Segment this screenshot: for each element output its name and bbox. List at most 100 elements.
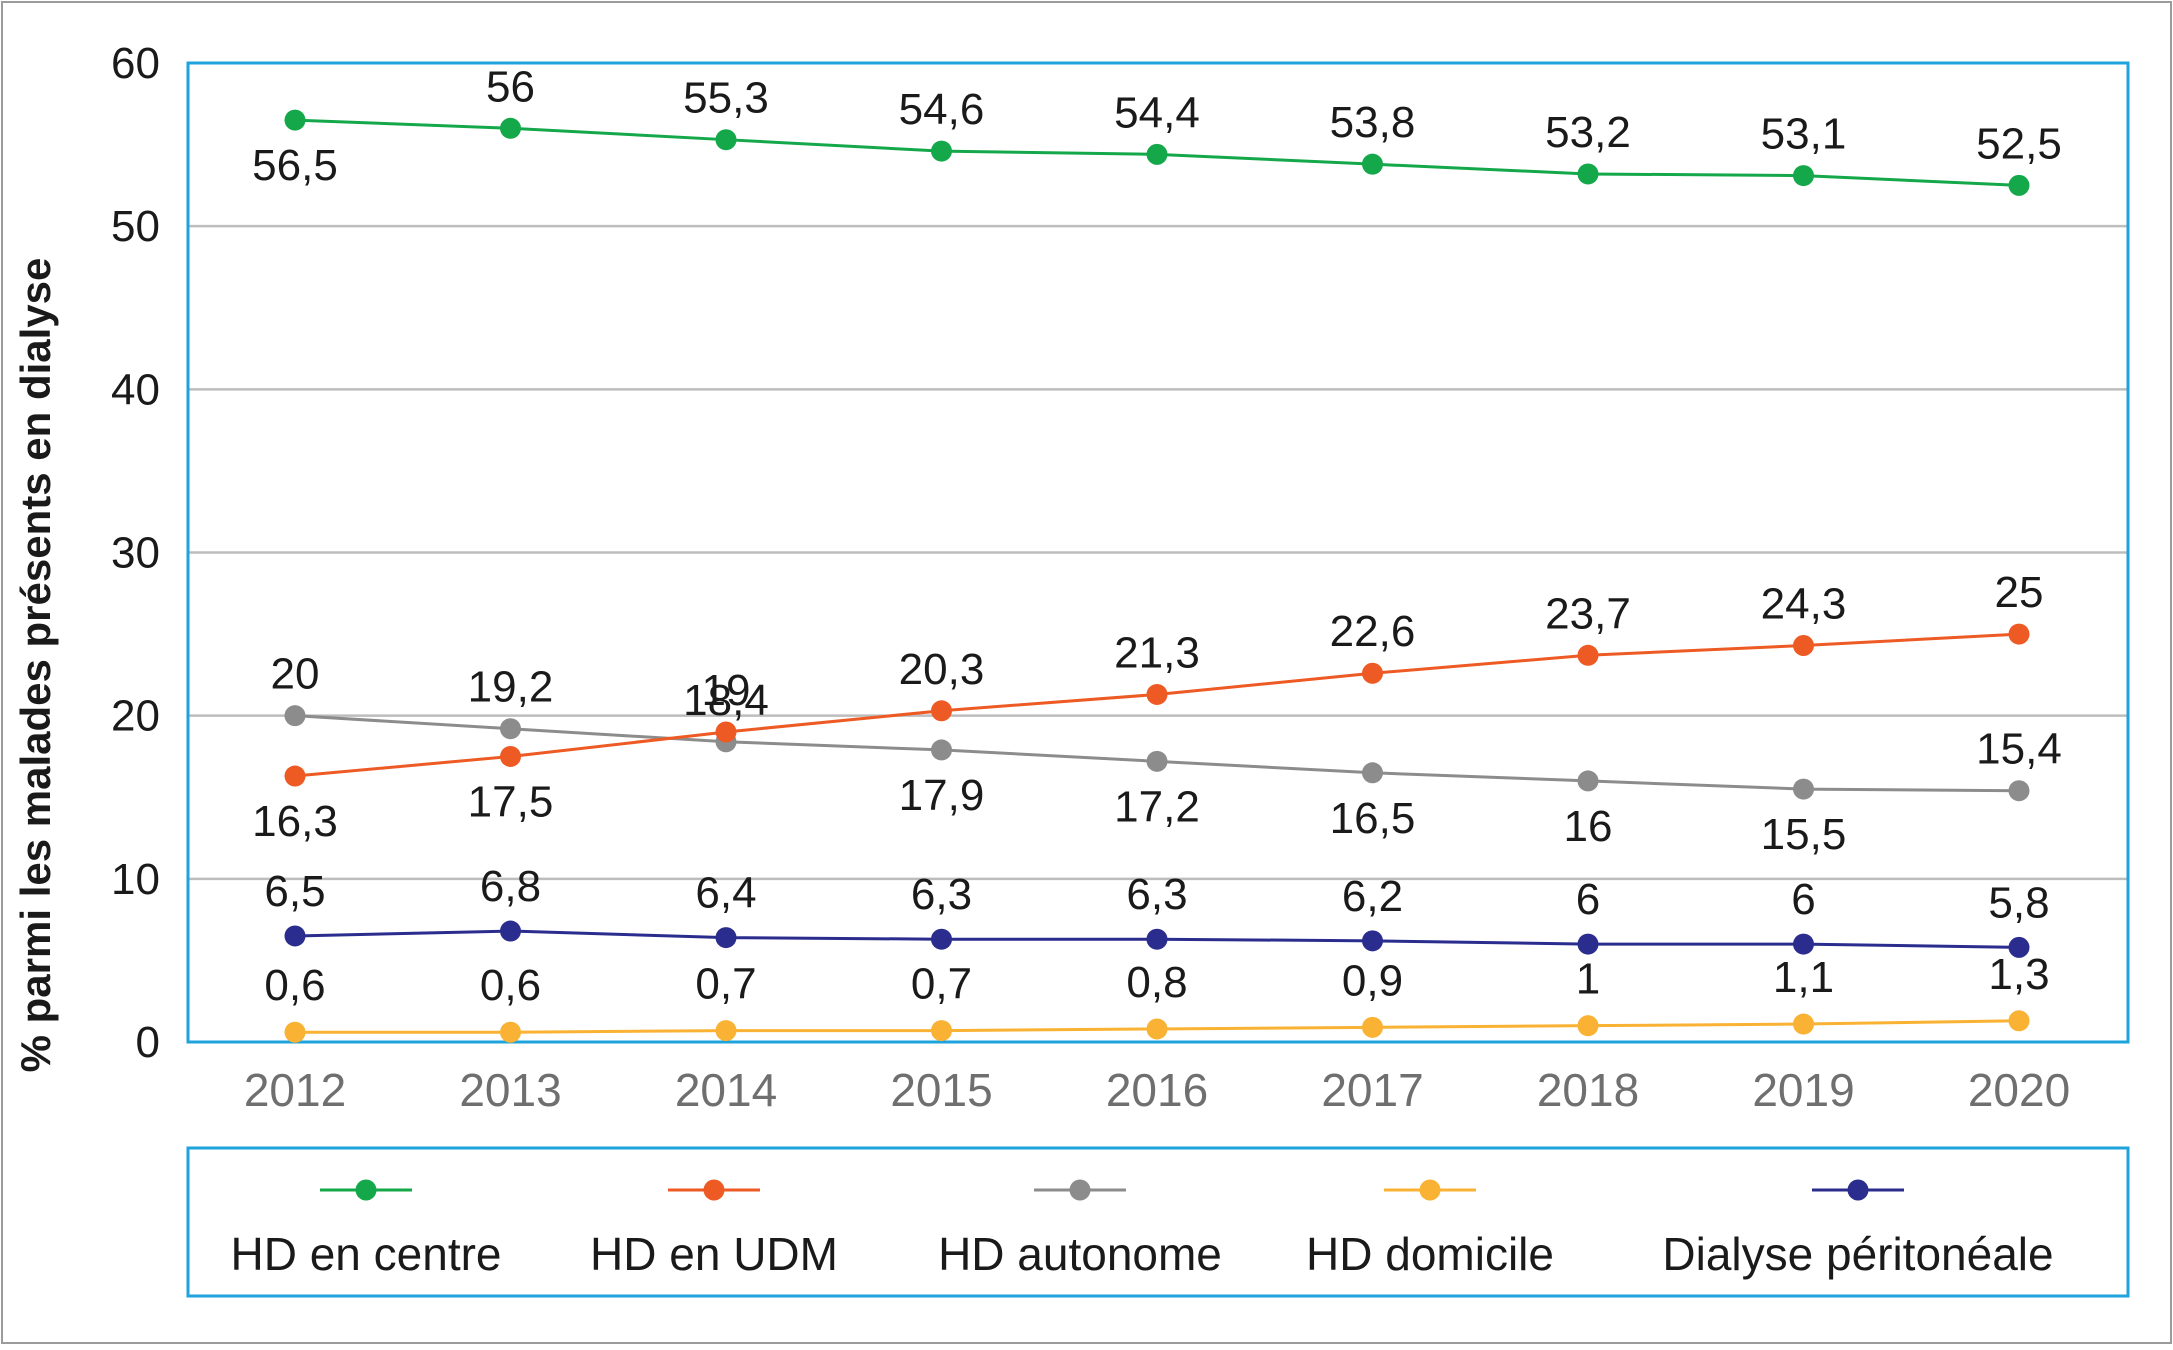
legend [186, 1146, 2130, 1298]
data-point-dialyse-peritoneale [1362, 930, 1383, 952]
data-label-dialyse-peritoneale: 6 [1791, 875, 1815, 924]
data-point-hd-en-udm [1362, 662, 1383, 684]
data-label-hd-en-udm: 19 [702, 666, 751, 715]
data-label-dialyse-peritoneale: 6 [1576, 875, 1600, 924]
data-point-dialyse-peritoneale [1146, 928, 1168, 950]
data-point-hd-en-udm [2008, 623, 2030, 645]
data-point-hd-en-udm [500, 745, 521, 767]
data-label-hd-en-centre: 53,1 [1761, 110, 1847, 159]
data-point-hd-domicile [1146, 1018, 1168, 1040]
data-label-hd-autonome: 16,5 [1330, 794, 1416, 843]
data-point-hd-domicile [715, 1020, 737, 1042]
data-point-hd-en-udm [931, 700, 952, 722]
y-tick-label: 30 [111, 529, 160, 578]
y-tick-label: 50 [111, 202, 160, 251]
data-label-hd-en-udm: 16,3 [252, 797, 338, 846]
data-point-hd-autonome [1362, 762, 1383, 784]
data-point-hd-domicile [500, 1021, 521, 1043]
data-point-hd-en-udm [1577, 644, 1599, 666]
legend-item-hd-autonome: HD autonome [938, 1179, 1222, 1280]
y-tick-label: 60 [111, 39, 160, 88]
data-label-dialyse-peritoneale: 6,5 [264, 867, 325, 916]
data-point-dialyse-peritoneale [500, 920, 521, 942]
data-label-hd-autonome: 15,4 [1976, 725, 2062, 774]
legend-marker [1419, 1179, 1441, 1201]
series-points [284, 109, 2030, 1043]
x-tick-label: 2012 [244, 1064, 346, 1116]
data-point-hd-en-udm [1146, 683, 1168, 705]
data-label-hd-en-udm: 24,3 [1761, 580, 1847, 629]
data-label-hd-domicile: 0,8 [1126, 958, 1187, 1007]
data-point-hd-en-centre [715, 129, 737, 151]
data-point-hd-autonome [284, 705, 306, 727]
data-point-hd-autonome [1146, 750, 1168, 772]
data-point-hd-autonome [1793, 778, 1814, 800]
data-label-hd-en-udm: 17,5 [468, 777, 554, 826]
data-point-dialyse-peritoneale [1577, 933, 1599, 955]
data-point-hd-en-udm [1793, 635, 1814, 657]
data-point-dialyse-peritoneale [931, 928, 952, 950]
data-label-hd-en-centre: 56 [486, 62, 535, 111]
x-tick-label: 2013 [459, 1064, 561, 1116]
data-label-hd-autonome: 17,2 [1114, 782, 1200, 831]
data-label-hd-domicile: 0,6 [480, 961, 541, 1010]
data-point-hd-en-udm [284, 765, 306, 787]
data-label-hd-domicile: 0,9 [1342, 956, 1403, 1005]
data-label-hd-autonome: 19,2 [468, 663, 554, 712]
x-tick-label: 2020 [1968, 1064, 2070, 1116]
legend-marker [703, 1179, 725, 1201]
data-label-hd-autonome: 16 [1564, 802, 1613, 851]
data-point-hd-en-centre [1146, 143, 1168, 165]
data-point-hd-autonome [500, 718, 521, 740]
data-label-hd-domicile: 1,1 [1773, 953, 1834, 1002]
y-tick-label: 10 [111, 855, 160, 904]
data-labels: 56,556 55,3 54,6 54,4 53,8 53,2 53,1 52,516,3 17… [252, 62, 2062, 1010]
data-point-hd-en-udm [715, 721, 737, 743]
legend-label: HD domicile [1306, 1228, 1554, 1280]
x-tick-label: 2017 [1321, 1064, 1423, 1116]
data-label-hd-domicile: 1,3 [1988, 950, 2049, 999]
legend-label: HD en centre [230, 1228, 501, 1280]
data-label-hd-autonome: 20 [271, 650, 320, 699]
data-label-hd-en-udm: 22,6 [1330, 607, 1416, 656]
y-tick-label: 0 [136, 1018, 160, 1067]
data-point-dialyse-peritoneale [715, 927, 737, 949]
data-point-hd-domicile [1362, 1016, 1383, 1038]
data-point-hd-en-centre [500, 117, 521, 139]
y-tick-label: 40 [111, 365, 160, 414]
data-label-hd-en-centre: 54,6 [899, 85, 985, 134]
x-tick-label: 2019 [1752, 1064, 1854, 1116]
data-label-hd-domicile: 0,6 [264, 961, 325, 1010]
data-point-dialyse-peritoneale [2008, 936, 2030, 958]
data-point-hd-domicile [2008, 1010, 2030, 1032]
legend-label: HD autonome [938, 1228, 1222, 1280]
x-tick-label: 2018 [1537, 1064, 1639, 1116]
data-point-hd-en-centre [1577, 163, 1599, 185]
data-label-hd-en-udm: 25 [1995, 568, 2044, 617]
legend-items: HD en centre HD en UDM HD autonome HD domic… [230, 1179, 2054, 1280]
data-point-hd-autonome [2008, 780, 2030, 802]
data-point-hd-domicile [284, 1021, 306, 1043]
data-label-hd-autonome: 15,5 [1761, 810, 1847, 859]
data-label-hd-autonome: 17,9 [899, 771, 985, 820]
x-tick-label: 2015 [890, 1064, 992, 1116]
legend-marker [355, 1179, 377, 1201]
data-label-hd-en-centre: 52,5 [1976, 119, 2062, 168]
data-label-hd-domicile: 1 [1576, 955, 1600, 1004]
x-tick-label: 2014 [675, 1064, 777, 1116]
data-point-hd-domicile [1793, 1013, 1814, 1035]
legend-item-dialyse-peritoneale: Dialyse péritonéale [1662, 1179, 2054, 1280]
data-label-hd-domicile: 0,7 [695, 960, 756, 1009]
data-point-hd-en-centre [1793, 165, 1814, 187]
data-label-dialyse-peritoneale: 6,8 [480, 862, 541, 911]
data-label-dialyse-peritoneale: 6,3 [911, 870, 972, 919]
data-point-hd-en-centre [931, 140, 952, 162]
x-tick-label: 2016 [1106, 1064, 1208, 1116]
data-label-hd-en-udm: 23,7 [1545, 589, 1631, 638]
data-label-hd-en-centre: 56,5 [252, 141, 338, 190]
y-axis-ticks: 0 10 20 30 40 50 60 [111, 39, 160, 1067]
data-label-hd-en-centre: 53,2 [1545, 108, 1631, 157]
data-label-hd-en-centre: 54,4 [1114, 88, 1200, 137]
